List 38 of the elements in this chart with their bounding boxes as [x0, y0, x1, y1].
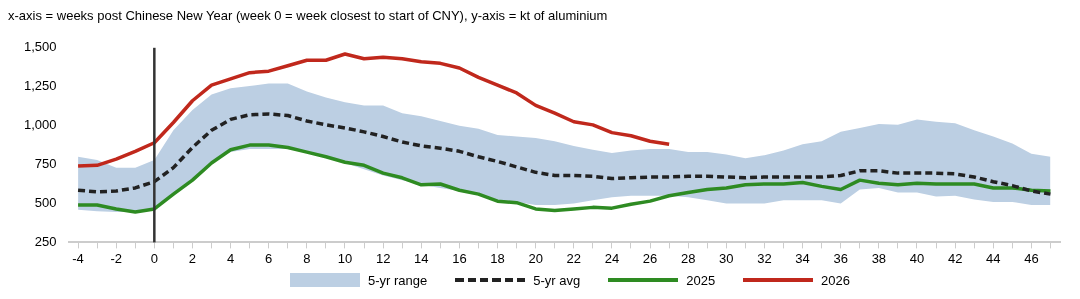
- x-tick-label: 40: [909, 250, 925, 266]
- x-tick-label: 28: [680, 250, 696, 266]
- x-tick-label: 20: [528, 250, 543, 266]
- x-tick-label: 46: [1024, 250, 1039, 266]
- x-tick-label: 22: [566, 250, 582, 266]
- x-tick-label: 0: [150, 250, 158, 266]
- y-tick-label: 1,000: [23, 117, 57, 133]
- x-tick-label: 34: [795, 250, 810, 266]
- legend-label: 2026: [821, 272, 851, 288]
- y-tick-label: 1,250: [23, 78, 57, 94]
- x-tick-label: 38: [871, 250, 887, 266]
- x-tick-label: 44: [986, 250, 1001, 266]
- legend-label: 5-yr avg: [533, 272, 581, 288]
- x-tick-label: 42: [947, 250, 963, 266]
- x-tick-label: -2: [110, 250, 122, 266]
- x-tick-label: 8: [303, 250, 311, 266]
- line-series: [76, 112, 1053, 196]
- x-tick-label: 2: [188, 250, 197, 266]
- x-tick-label: 24: [604, 250, 620, 266]
- legend-label: 2025: [686, 272, 716, 288]
- x-tick-label: 16: [452, 250, 467, 266]
- y-tick-label: 250: [34, 233, 57, 249]
- x-tick-label: 14: [414, 250, 429, 266]
- text: 5-yr range: [367, 272, 428, 288]
- x-tick-label: 4: [226, 250, 235, 266]
- x-tick-label: 26: [642, 250, 658, 266]
- x-tick-label: -4: [72, 250, 84, 266]
- x-tick-label: 6: [265, 250, 273, 266]
- y-tick-label: 750: [34, 156, 57, 172]
- y-tick-label: 500: [34, 195, 57, 211]
- x-tick-label: 30: [719, 250, 734, 266]
- y-tick-label: 1,500: [23, 39, 57, 55]
- x-tick-label: 10: [337, 250, 353, 266]
- chart-title: x-axis = weeks post Chinese New Year (week 0 = week closest to start of CNY), y-axis = kt of aluminium: [8, 8, 609, 25]
- x-tick-label: 32: [757, 250, 772, 266]
- x-tick-label: 36: [833, 250, 848, 266]
- x-tick-label: 18: [490, 250, 505, 266]
- x-tick-label: 12: [375, 250, 391, 266]
